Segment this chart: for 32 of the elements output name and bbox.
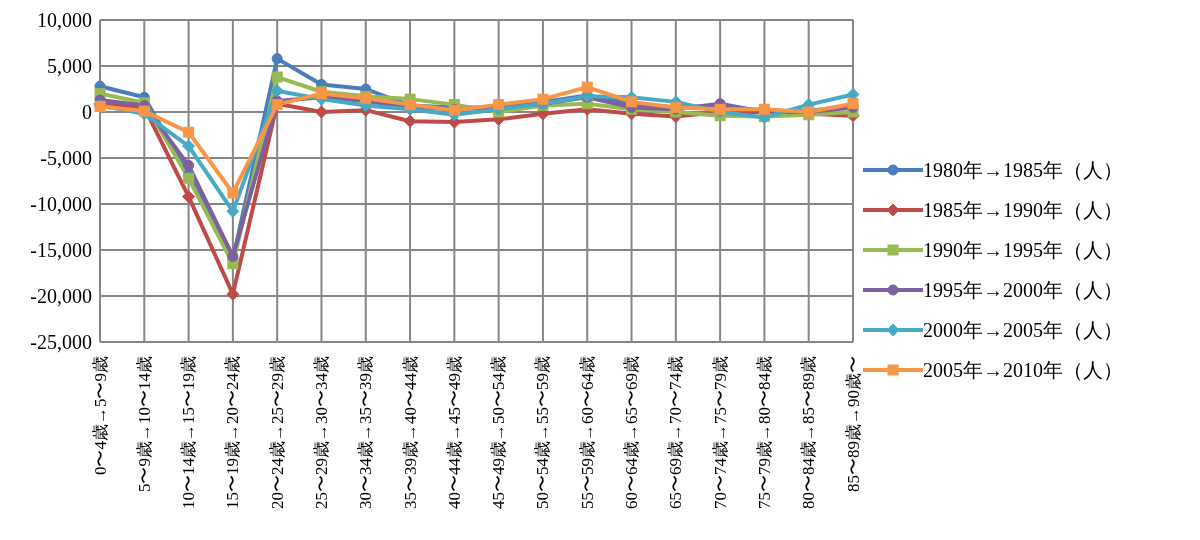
y-tick-label: -5,000 <box>40 147 92 170</box>
x-tick-label: 20〜24歳→25〜29歳 <box>267 356 287 509</box>
x-tick-label: 85〜89歳→90歳〜 <box>843 356 863 492</box>
legend-label: 1980年→1985年（人） <box>923 157 1123 183</box>
y-tick-label: 0 <box>82 101 92 124</box>
x-tick-label: 75〜79歳→80〜84歳 <box>754 356 774 509</box>
legend-label: 1985年→1990年（人） <box>923 197 1123 223</box>
x-tick-label: 60〜64歳→65〜69歳 <box>622 356 642 509</box>
y-tick-label: -15,000 <box>30 239 92 262</box>
x-tick-label: 65〜69歳→70〜74歳 <box>666 356 686 509</box>
y-tick-label: 5,000 <box>47 55 92 78</box>
x-tick-label: 15〜19歳→20〜24歳 <box>223 356 243 509</box>
x-tick-label: 10〜14歳→15〜19歳 <box>179 356 199 509</box>
x-tick-label: 25〜29歳→30〜34歳 <box>311 356 331 509</box>
legend-label: 1995年→2000年（人） <box>923 277 1123 303</box>
x-tick-label: 5〜9歳→10〜14歳 <box>134 356 154 492</box>
y-tick-label: 10,000 <box>37 9 92 32</box>
x-tick-label: 45〜49歳→50〜54歳 <box>489 356 509 509</box>
legend-label: 1990年→1995年（人） <box>923 237 1123 263</box>
legend-label: 2005年→2010年（人） <box>923 357 1123 383</box>
x-tick-label: 40〜44歳→45〜49歳 <box>444 356 464 509</box>
x-tick-label: 0〜4歳→5〜9歳 <box>90 356 110 475</box>
x-tick-label: 30〜34歳→35〜39歳 <box>356 356 376 509</box>
legend-label: 2000年→2005年（人） <box>923 317 1123 343</box>
x-tick-label: 80〜84歳→85〜89歳 <box>799 356 819 509</box>
x-tick-label: 55〜59歳→60〜64歳 <box>577 356 597 509</box>
y-tick-label: -25,000 <box>30 331 92 354</box>
y-tick-label: -10,000 <box>30 193 92 216</box>
x-tick-label: 35〜39歳→40〜44歳 <box>400 356 420 509</box>
x-tick-label: 70〜74歳→75〜79歳 <box>710 356 730 509</box>
y-tick-label: -20,000 <box>30 285 92 308</box>
x-tick-label: 50〜54歳→55〜59歳 <box>533 356 553 509</box>
